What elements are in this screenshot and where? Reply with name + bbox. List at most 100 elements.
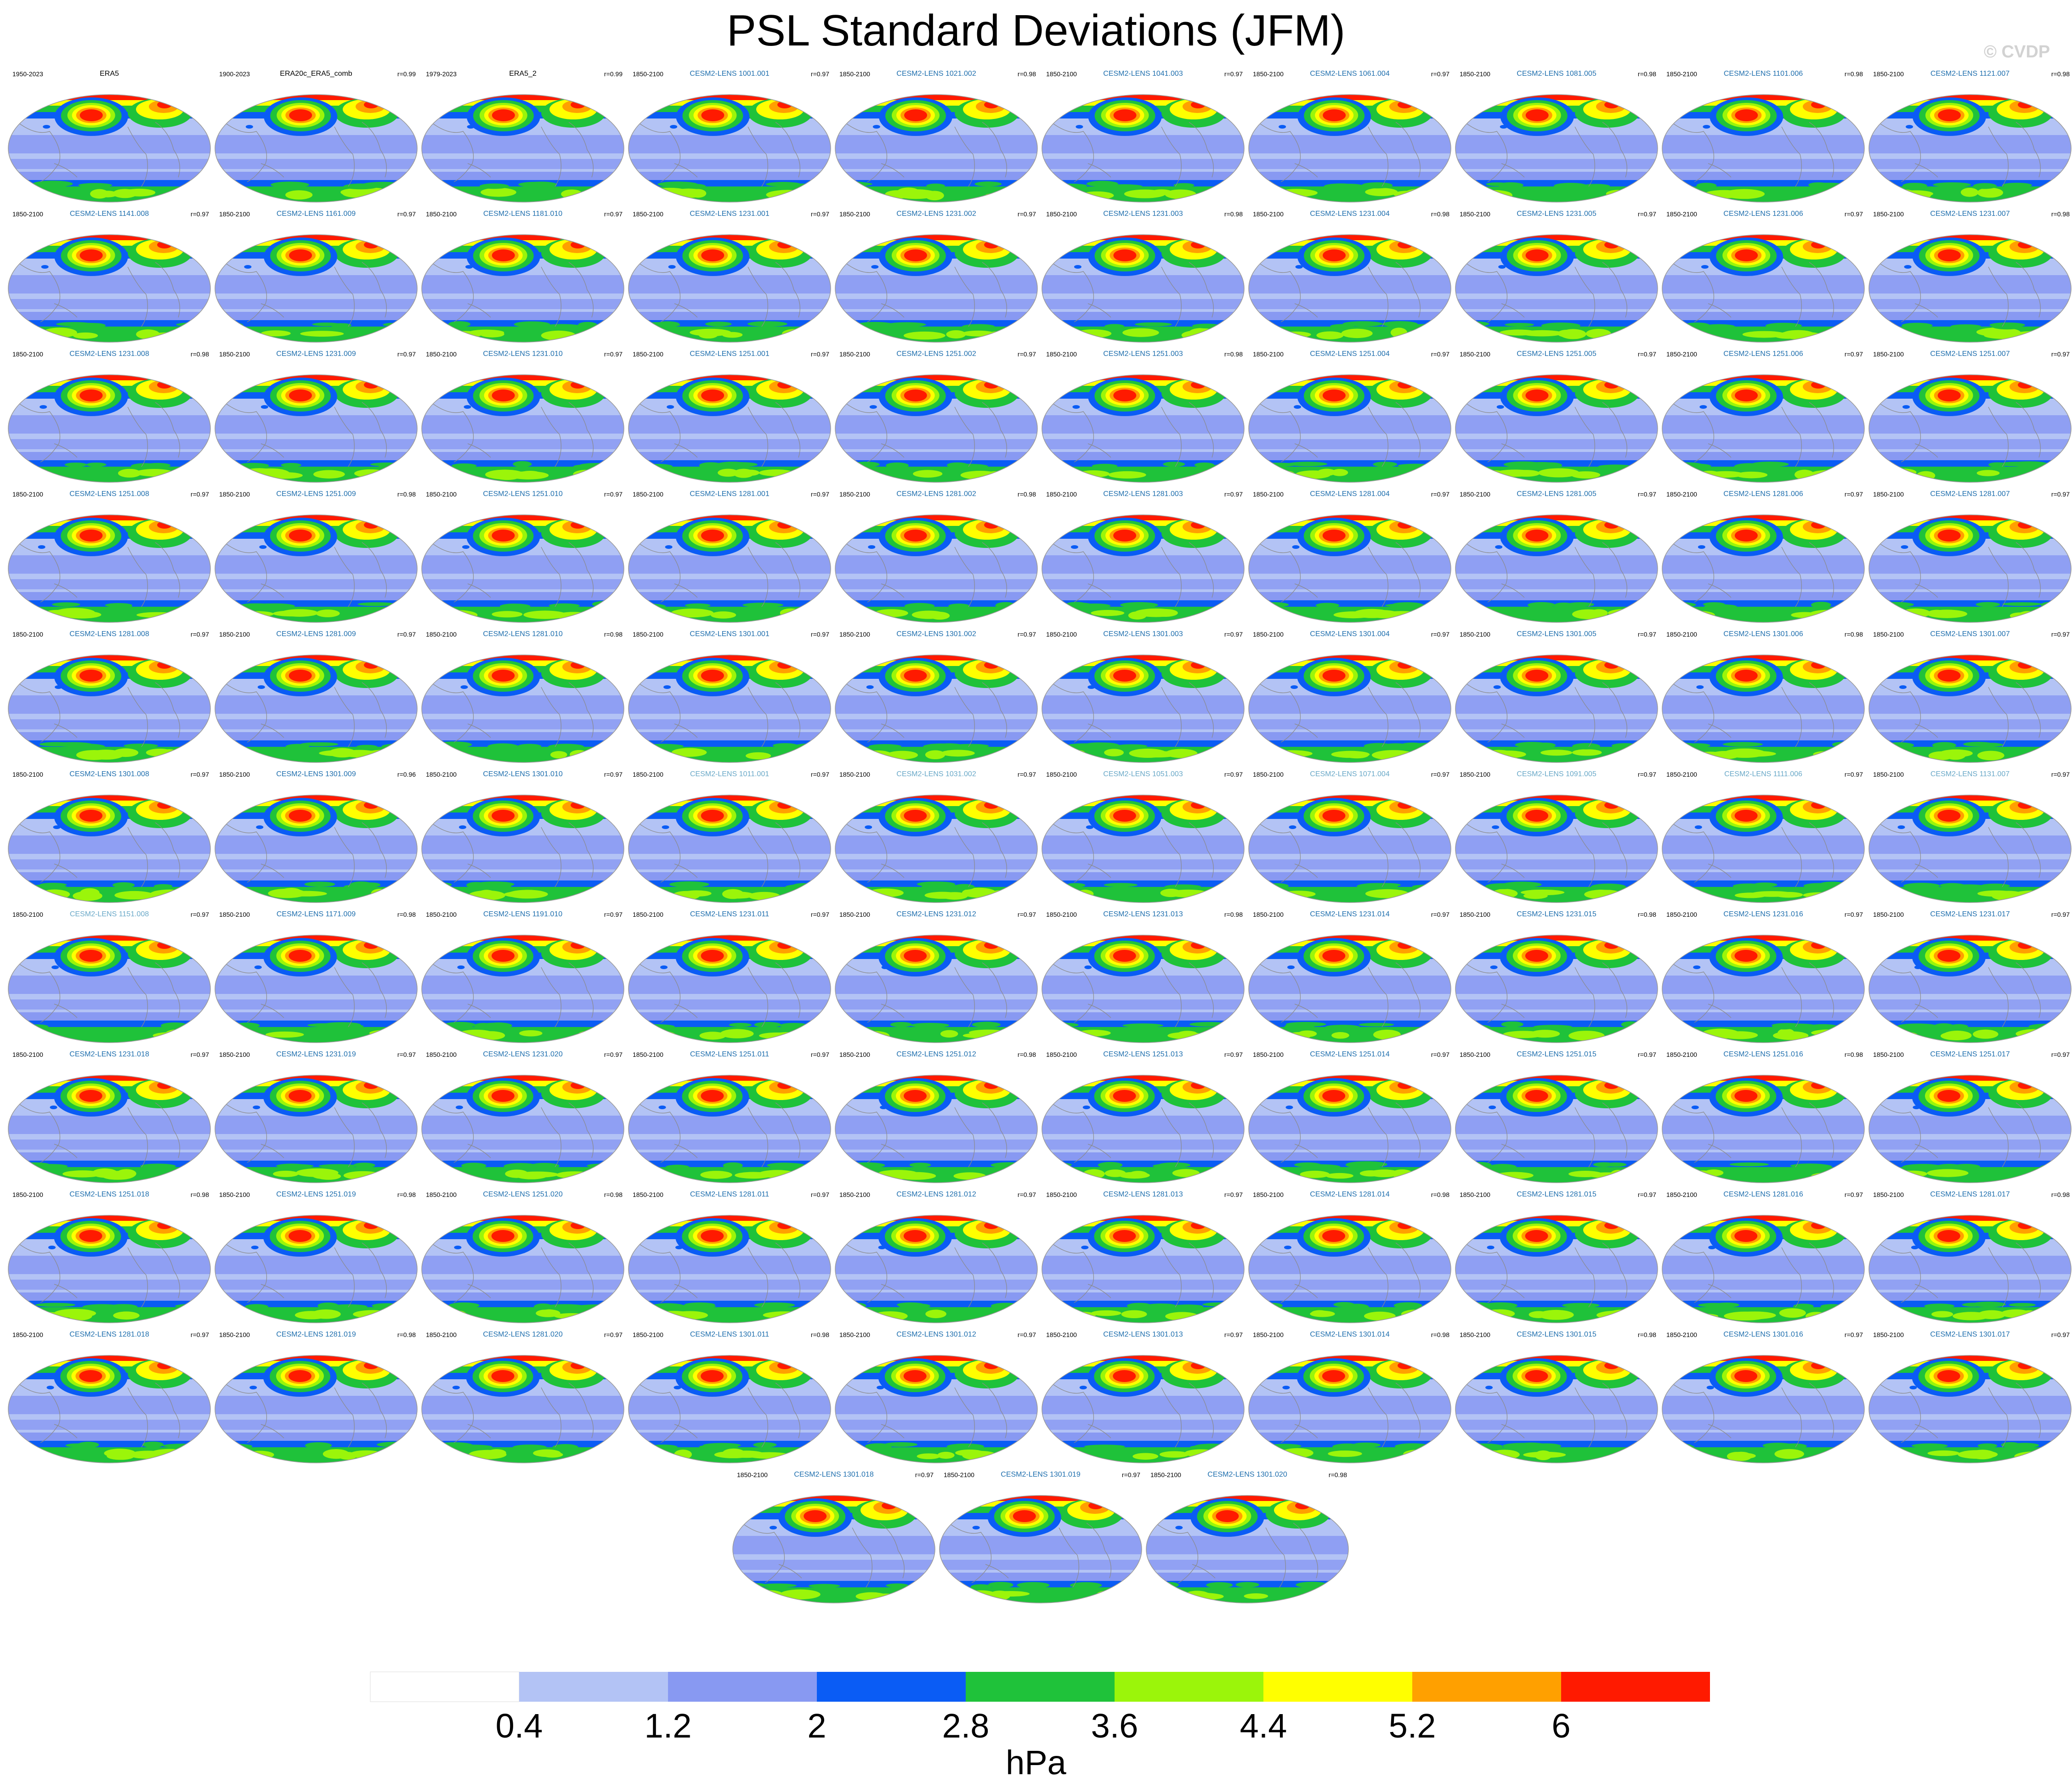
colorbar-tick-label: 4.4 <box>1240 1707 1287 1745</box>
panel-period: 1850-2100 <box>1666 210 1697 218</box>
panel-title: CESM2-LENS 1281.014 <box>1310 1191 1390 1198</box>
psl-stddev-map <box>1042 655 1245 763</box>
panel-title: CESM2-LENS 1251.006 <box>1723 350 1803 358</box>
psl-stddev-map <box>1662 795 1865 903</box>
panel-title: CESM2-LENS 1251.001 <box>690 350 770 358</box>
panel-correlation: r=0.97 <box>1224 70 1243 78</box>
panel-correlation: r=0.97 <box>1637 350 1656 358</box>
map-panel: 1850-2100 CESM2-LENS 1051.003 r=0.97 <box>1040 767 1246 905</box>
panel-title: CESM2-LENS 1231.011 <box>690 910 770 918</box>
panel-period: 1850-2100 <box>1460 70 1490 78</box>
psl-stddev-map <box>1248 1355 1451 1463</box>
colorbar-tick-label: 2.8 <box>942 1707 990 1745</box>
psl-stddev-map <box>215 795 418 903</box>
panel-correlation: r=0.97 <box>1431 1051 1449 1058</box>
panel-correlation: r=0.97 <box>190 1051 209 1058</box>
map-panel: 1850-2100 CESM2-LENS 1251.012 r=0.98 <box>833 1047 1040 1185</box>
panel-period: 1850-2100 <box>1460 631 1490 638</box>
panel-correlation: r=0.97 <box>2051 1331 2070 1338</box>
panel-period: 1850-2100 <box>12 1331 43 1338</box>
map-panel: 1850-2100 CESM2-LENS 1231.014 r=0.97 <box>1246 907 1453 1045</box>
panel-correlation: r=0.97 <box>1637 210 1656 218</box>
psl-stddev-map <box>835 935 1038 1043</box>
panel-period: 1850-2100 <box>839 1331 870 1338</box>
panel-period: 1850-2100 <box>219 1331 250 1338</box>
panel-title: CESM2-LENS 1301.015 <box>1517 1331 1596 1338</box>
panel-period: 1850-2100 <box>12 1191 43 1198</box>
panel-title: CESM2-LENS 1231.016 <box>1723 910 1803 918</box>
map-panel: 1850-2100 CESM2-LENS 1251.014 r=0.97 <box>1246 1047 1453 1185</box>
panel-title: CESM2-LENS 1231.008 <box>69 350 149 358</box>
panel-period: 1850-2100 <box>1046 491 1077 498</box>
map-panel: 1850-2100 CESM2-LENS 1231.017 r=0.97 <box>1867 907 2072 1045</box>
panel-correlation: r=0.97 <box>1224 1191 1243 1198</box>
map-panel: 1850-2100 CESM2-LENS 1251.010 r=0.97 <box>419 487 626 625</box>
panel-period: 1850-2100 <box>219 771 250 778</box>
psl-stddev-map <box>1248 514 1451 623</box>
psl-stddev-map <box>8 1215 211 1323</box>
panel-title: CESM2-LENS 1231.015 <box>1517 910 1596 918</box>
panel-title: CESM2-LENS 1231.001 <box>690 210 770 218</box>
panel-period: 1850-2100 <box>1253 911 1284 918</box>
panel-period: 1850-2100 <box>1253 1051 1284 1058</box>
panel-correlation: r=0.97 <box>604 771 623 778</box>
panel-period: 1850-2100 <box>1253 1191 1284 1198</box>
panel-period: 1850-2100 <box>1873 210 1904 218</box>
map-panel: 1850-2100 CESM2-LENS 1251.001 r=0.97 <box>626 347 833 485</box>
panel-title: CESM2-LENS 1301.009 <box>276 770 356 778</box>
psl-stddev-map <box>421 1215 624 1323</box>
panel-period: 1850-2100 <box>633 491 663 498</box>
psl-stddev-map <box>421 935 624 1043</box>
psl-stddev-map <box>1455 1355 1658 1463</box>
panel-title: CESM2-LENS 1121.007 <box>1930 70 2010 78</box>
panel-period: 1950-2023 <box>12 70 43 78</box>
panel-period: 1850-2100 <box>1046 350 1077 358</box>
panel-correlation: r=0.98 <box>1017 1051 1036 1058</box>
panel-title: CESM2-LENS 1281.020 <box>483 1331 563 1338</box>
panel-correlation: r=0.98 <box>1224 350 1243 358</box>
psl-stddev-map <box>835 514 1038 623</box>
colorbar-tick-label: 6 <box>1551 1707 1571 1745</box>
map-panel: 1850-2100 CESM2-LENS 1231.016 r=0.97 <box>1660 907 1867 1045</box>
panel-correlation: r=0.98 <box>397 491 416 498</box>
panel-period: 1850-2100 <box>1873 1191 1904 1198</box>
panel-title: CESM2-LENS 1021.002 <box>896 70 976 78</box>
panel-title: CESM2-LENS 1281.011 <box>690 1191 770 1198</box>
map-panel: 1850-2100 CESM2-LENS 1301.004 r=0.97 <box>1246 627 1453 765</box>
psl-stddev-map <box>421 655 624 763</box>
map-panel: 1850-2100 CESM2-LENS 1301.010 r=0.97 <box>419 767 626 905</box>
psl-stddev-map <box>835 234 1038 343</box>
panel-period: 1850-2100 <box>1666 771 1697 778</box>
psl-stddev-map <box>628 935 831 1043</box>
psl-stddev-map <box>1042 374 1245 483</box>
map-panel: 1850-2100 CESM2-LENS 1141.008 r=0.97 <box>6 207 213 344</box>
panel-period: 1850-2100 <box>12 491 43 498</box>
panel-correlation: r=0.97 <box>810 1051 829 1058</box>
psl-stddev-map <box>215 94 418 203</box>
panel-correlation: r=0.97 <box>810 911 829 918</box>
panel-title: CESM2-LENS 1061.004 <box>1310 70 1390 78</box>
panel-period: 1850-2100 <box>219 491 250 498</box>
panel-title: CESM2-LENS 1251.016 <box>1723 1050 1803 1058</box>
colorbar-tick-label: 5.2 <box>1388 1707 1436 1745</box>
colorbar-units-label: hPa <box>1006 1744 1066 1782</box>
panel-period: 1850-2100 <box>12 911 43 918</box>
panel-correlation: r=0.97 <box>1637 1191 1656 1198</box>
panel-title: CESM2-LENS 1091.005 <box>1517 770 1596 778</box>
panel-period: 1850-2100 <box>1460 1191 1490 1198</box>
map-panel: 1850-2100 CESM2-LENS 1041.003 r=0.97 <box>1040 67 1246 204</box>
panel-correlation: r=0.97 <box>397 631 416 638</box>
panel-period: 1850-2100 <box>839 210 870 218</box>
panel-correlation: r=0.97 <box>1431 70 1449 78</box>
panel-correlation: r=0.97 <box>1431 491 1449 498</box>
map-panel: 1850-2100 CESM2-LENS 1301.002 r=0.97 <box>833 627 1040 765</box>
panel-title: CESM2-LENS 1281.010 <box>483 630 563 638</box>
panel-correlation: r=0.97 <box>1844 210 1863 218</box>
panel-correlation: r=0.97 <box>1017 771 1036 778</box>
psl-stddev-map <box>215 1215 418 1323</box>
psl-stddev-map <box>215 374 418 483</box>
panel-correlation: r=0.98 <box>1431 210 1449 218</box>
panel-title: CESM2-LENS 1281.015 <box>1517 1191 1596 1198</box>
panel-period: 1850-2100 <box>633 210 663 218</box>
map-panel: 1850-2100 CESM2-LENS 1231.012 r=0.97 <box>833 907 1040 1045</box>
